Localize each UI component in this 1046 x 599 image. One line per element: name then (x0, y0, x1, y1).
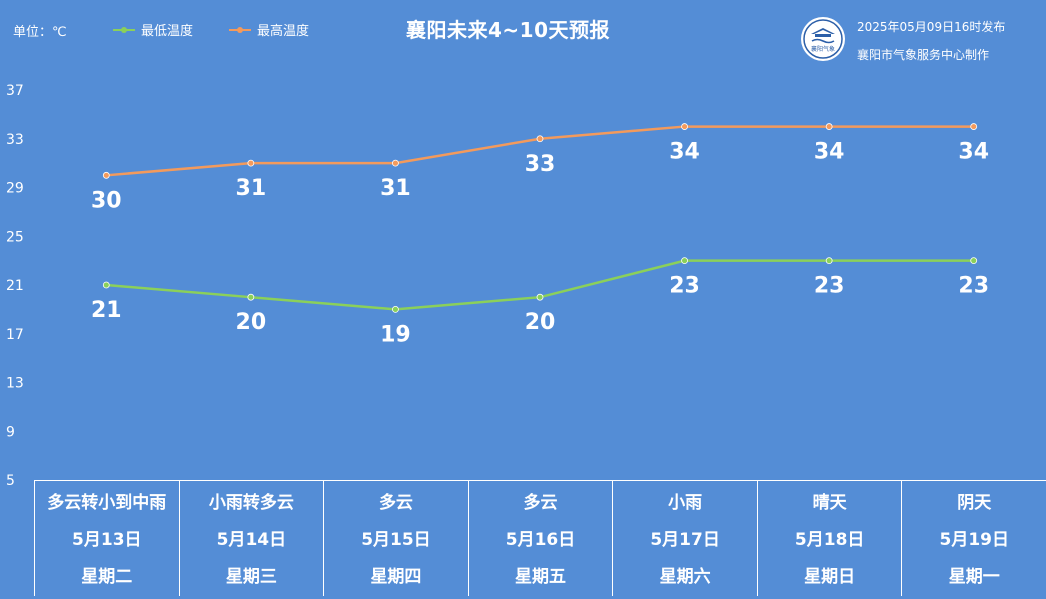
weather-label: 多云 (523, 493, 558, 513)
data-label: 19 (380, 322, 411, 347)
data-point (392, 305, 399, 313)
y-tick-label: 33 (6, 132, 24, 148)
data-label: 23 (958, 274, 989, 299)
data-point (247, 159, 255, 167)
data-label: 31 (380, 176, 411, 201)
weekday-label: 星期二 (81, 567, 133, 587)
weekday-label: 星期四 (370, 567, 422, 587)
forecast-day-2: 小雨转多云 5月14日 星期三 (178, 481, 324, 596)
weather-label: 阴天 (957, 493, 992, 513)
weekday-label: 星期一 (948, 567, 1000, 587)
logo-emblem-icon: 襄阳气象 (803, 19, 843, 59)
forecast-day-5: 小雨 5月17日 星期六 (612, 481, 757, 596)
y-tick-label: 13 (6, 376, 24, 392)
data-label: 34 (669, 140, 700, 165)
data-label: 33 (525, 152, 556, 177)
data-point (970, 123, 978, 130)
legend-min-swatch (113, 26, 135, 33)
data-point (681, 123, 688, 130)
date-label: 5月16日 (505, 530, 576, 550)
y-tick-label: 17 (6, 327, 24, 343)
data-point (536, 135, 544, 143)
date-label: 5月17日 (650, 530, 720, 550)
legend-max-temp: 最高温度 (229, 20, 309, 39)
y-tick-label: 37 (6, 83, 24, 99)
y-tick-label: 5 (6, 473, 15, 489)
data-label: 34 (958, 140, 989, 165)
data-point (825, 123, 833, 130)
date-label: 5月18日 (794, 530, 865, 550)
data-label: 23 (814, 274, 845, 299)
publish-time: 2025年05月09日16时发布 (857, 20, 1006, 34)
y-tick-label: 29 (6, 181, 24, 197)
weekday-label: 星期三 (225, 567, 277, 587)
date-label: 5月14日 (216, 530, 287, 550)
forecast-day-6: 晴天 5月18日 星期日 (756, 481, 902, 596)
publish-info: 2025年05月09日16时发布 襄阳市气象服务中心制作 (857, 19, 1005, 63)
forecast-day-7: 阴天 5月19日 星期一 (901, 481, 1046, 596)
weather-label: 多云转小到中雨 (47, 493, 167, 513)
forecast-day-3: 多云 5月15日 星期四 (323, 481, 468, 596)
legend-max-swatch (229, 26, 251, 33)
data-point (392, 159, 399, 167)
weather-label: 小雨 (668, 493, 703, 513)
data-point (247, 293, 255, 301)
weekday-label: 星期六 (659, 567, 711, 587)
y-tick-label: 21 (6, 278, 24, 294)
data-label: 20 (525, 310, 556, 335)
y-tick-label: 9 (6, 424, 15, 440)
forecast-day-1: 多云转小到中雨 5月13日 星期二 (34, 481, 179, 596)
legend-max-label: 最高温度 (257, 24, 310, 39)
data-label: 23 (669, 274, 700, 299)
data-label: 20 (236, 310, 267, 335)
weekday-label: 星期五 (515, 567, 567, 587)
producer-label: 襄阳市气象服务中心制作 (857, 48, 990, 62)
weather-label: 小雨转多云 (208, 493, 294, 513)
weather-label: 多云 (378, 493, 413, 513)
weather-label: 晴天 (812, 493, 847, 513)
meteorology-logo: 襄阳气象 (801, 17, 845, 61)
data-label: 31 (236, 176, 267, 201)
y-tick-label: 25 (6, 229, 24, 245)
forecast-day-4: 多云 5月16日 星期五 (467, 481, 613, 596)
data-point (102, 281, 110, 289)
legend-min-label: 最低温度 (141, 24, 194, 39)
unit-label: 单位：℃ (13, 25, 67, 40)
data-label: 21 (91, 298, 122, 323)
data-point (102, 171, 110, 179)
data-label: 34 (814, 140, 845, 165)
chart-title: 襄阳未来4~10天预报 (405, 18, 610, 42)
date-label: 5月19日 (939, 530, 1010, 550)
forecast-table: 多云转小到中雨 5月13日 星期二 小雨转多云 5月14日 星期三 多云 5月1… (34, 480, 1046, 596)
data-point (536, 293, 544, 301)
date-label: 5月13日 (72, 530, 142, 550)
date-label: 5月15日 (361, 530, 431, 550)
logo-text: 襄阳气象 (811, 45, 835, 53)
data-point (970, 257, 978, 265)
legend-min-temp: 最低温度 (113, 20, 193, 39)
data-point (681, 257, 688, 265)
weekday-label: 星期日 (804, 567, 856, 587)
data-label: 30 (91, 188, 122, 213)
data-point (825, 257, 833, 265)
